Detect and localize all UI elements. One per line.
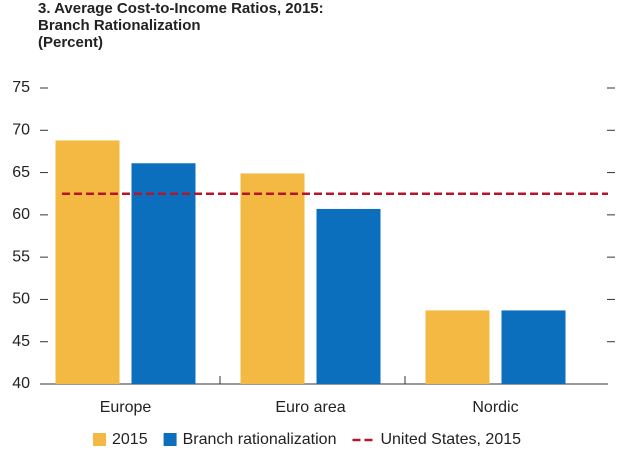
bar bbox=[55, 140, 120, 384]
bar bbox=[425, 310, 490, 384]
bar bbox=[131, 163, 196, 384]
y-tick-label: 55 bbox=[12, 248, 30, 265]
bar bbox=[316, 208, 381, 384]
legend-swatch bbox=[163, 433, 177, 446]
y-tick-label: 50 bbox=[12, 291, 30, 308]
legend-label: 2015 bbox=[112, 431, 148, 448]
x-tick-label: Euro area bbox=[275, 399, 345, 416]
title-block: 3. Average Cost-to-Income Ratios, 2015: … bbox=[38, 0, 458, 51]
x-tick-label: Europe bbox=[100, 399, 152, 416]
y-tick-label: 45 bbox=[12, 333, 30, 350]
bar bbox=[501, 310, 566, 384]
y-tick-label: 40 bbox=[12, 375, 30, 392]
y-tick-label: 70 bbox=[12, 122, 30, 139]
y-tick-label: 60 bbox=[12, 206, 30, 223]
chart-title: 3. Average Cost-to-Income Ratios, 2015: … bbox=[38, 0, 324, 34]
bar bbox=[240, 173, 305, 384]
legend-swatch bbox=[93, 433, 106, 446]
y-tick-label: 75 bbox=[12, 79, 30, 96]
legend-label: United States, 2015 bbox=[380, 431, 521, 448]
y-tick-label: 65 bbox=[12, 164, 30, 181]
x-tick-label: Nordic bbox=[472, 399, 518, 416]
legend-label: Branch rationalization bbox=[183, 431, 337, 448]
chart-subtitle: (Percent) bbox=[38, 34, 104, 51]
